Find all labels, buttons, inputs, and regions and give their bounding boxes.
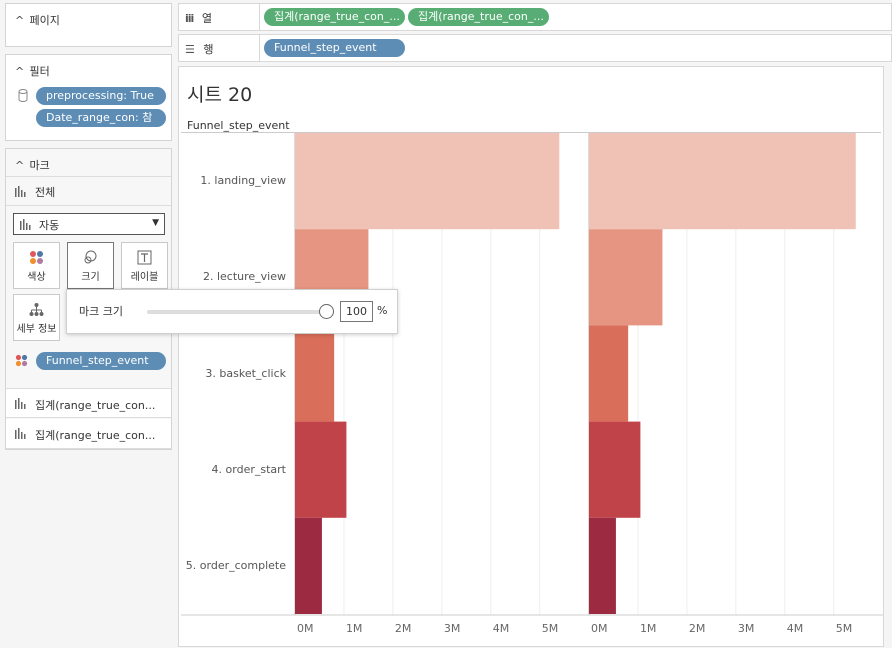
bar-chart (181, 133, 883, 616)
filter-pill-preprocessing[interactable]: preprocessing: True (36, 87, 166, 105)
color-button-label: 색상 (27, 272, 46, 283)
x-tick-label: 0M (297, 622, 314, 635)
bar-pane1-order_start (295, 421, 347, 518)
bar-chart-icon (15, 186, 26, 197)
hierarchy-icon (29, 303, 44, 316)
columns-shelf-label: 열 (201, 12, 212, 25)
mark-size-slider-thumb[interactable] (319, 304, 334, 319)
size-button-label: 크기 (81, 272, 100, 283)
rows-shelf: ☰ 행 Funnel_step_event (178, 34, 892, 62)
shelf-separator (259, 4, 260, 30)
detail-button-label: 세부 정보 (16, 324, 57, 335)
x-tick-label: 1M (639, 622, 657, 635)
x-tick-label: 2M (394, 622, 412, 635)
shelf-separator (259, 35, 260, 61)
size-button[interactable]: 크기 (67, 242, 114, 289)
x-tick-label: 1M (345, 622, 363, 635)
columns-icon: iii (185, 12, 194, 25)
category-label: 3. basket_click (205, 366, 286, 380)
x-tick-label: 5M (835, 622, 853, 635)
mark-size-label: 마크 크기 (79, 305, 123, 318)
size-icon (84, 250, 97, 264)
x-tick-label: 4M (492, 622, 510, 635)
marks-all-row[interactable]: 전체 (6, 176, 171, 206)
mark-size-popup: 마크 크기 100 % (66, 289, 398, 334)
mark-size-slider-track[interactable] (147, 310, 327, 314)
bar-pane1-landing_view (295, 133, 560, 230)
bar-pane1-order_complete (295, 517, 322, 614)
marks-all-label: 전체 (35, 186, 56, 199)
pages-card-title: 페이지 (29, 14, 60, 27)
x-tick-label: 4M (786, 622, 804, 635)
measure-item-1[interactable]: 집계(range_true_con... (6, 388, 171, 418)
row-header-underline (181, 132, 881, 133)
chevron-up-icon[interactable]: ^ (15, 65, 25, 78)
filters-card-header[interactable]: ^ 필터 (15, 63, 50, 79)
label-button[interactable]: 레이블 (121, 242, 168, 289)
category-label: 1. landing_view (200, 174, 286, 188)
marks-card-title: 마크 (29, 159, 50, 172)
bar-pane2-order_start (589, 421, 641, 518)
sheet-title[interactable]: 시트 20 (187, 84, 253, 106)
mark-type-dropdown[interactable]: 자동 ▼ (13, 213, 165, 235)
label-button-label: 레이블 (130, 272, 159, 283)
marks-card-header[interactable]: ^ 마크 (15, 157, 50, 173)
columns-shelf: iii 열 집계(range_true_con_... 집계(range_tru… (178, 3, 892, 31)
rows-icon: ☰ (185, 43, 195, 56)
filters-card: ^ 필터 preprocessing: True Date_range_con:… (5, 54, 172, 141)
filter-pill-date-range[interactable]: Date_range_con: 참 (36, 109, 166, 127)
bar-pane1-basket_click (295, 325, 335, 422)
columns-pill-1[interactable]: 집계(range_true_con_... (264, 8, 405, 26)
category-label: 4. order_start (211, 462, 286, 476)
columns-shelf-label-wrap: iii 열 (185, 10, 212, 26)
measure-item-2-label: 집계(range_true_con... (35, 429, 156, 442)
row-header-title[interactable]: Funnel_step_event (187, 119, 290, 132)
pages-card: ^ 페이지 (5, 3, 172, 47)
bar-chart-icon (15, 428, 26, 439)
x-tick-label: 2M (688, 622, 706, 635)
mark-size-input[interactable]: 100 (340, 301, 373, 322)
category-label: 5. order_complete (185, 558, 286, 572)
rows-pill-1[interactable]: Funnel_step_event (264, 39, 405, 57)
rows-shelf-label-wrap: ☰ 행 (185, 41, 214, 57)
bar-pane2-landing_view (589, 133, 856, 230)
bar-chart-icon (20, 219, 31, 230)
measure-item-2[interactable]: 집계(range_true_con... (6, 419, 171, 449)
bar-chart-icon (15, 398, 26, 409)
mark-type-value: 자동 (39, 219, 60, 232)
detail-button[interactable]: 세부 정보 (13, 294, 60, 341)
chevron-down-icon: ▼ (152, 218, 159, 228)
chevron-up-icon[interactable]: ^ (15, 14, 25, 27)
color-dots-icon (30, 251, 43, 264)
filters-card-title: 필터 (29, 65, 50, 78)
pages-card-header[interactable]: ^ 페이지 (15, 12, 60, 28)
color-button[interactable]: 색상 (13, 242, 60, 289)
chevron-up-icon[interactable]: ^ (15, 159, 25, 172)
x-tick-label: 3M (443, 622, 461, 635)
columns-pill-2[interactable]: 집계(range_true_con_... (408, 8, 549, 26)
x-tick-label: 0M (591, 622, 608, 635)
measure-item-1-label: 집계(range_true_con... (35, 399, 156, 412)
color-field-pill[interactable]: Funnel_step_event (36, 352, 166, 370)
bar-pane2-order_complete (589, 517, 616, 614)
bar-pane2-lecture_view (589, 229, 663, 326)
rows-shelf-label: 행 (203, 43, 214, 56)
database-icon (18, 89, 28, 102)
sheet-view: 시트 20 Funnel_step_event 1. landing_view 2… (178, 66, 884, 647)
mark-size-value: 100 (346, 305, 367, 318)
x-tick-label: 3M (737, 622, 755, 635)
text-label-icon (137, 250, 152, 265)
color-dots-icon (15, 354, 28, 367)
bar-pane2-basket_click (589, 325, 629, 422)
category-label: 2. lecture_view (202, 270, 286, 284)
mark-size-unit: % (377, 304, 388, 317)
x-tick-label: 5M (541, 622, 559, 635)
